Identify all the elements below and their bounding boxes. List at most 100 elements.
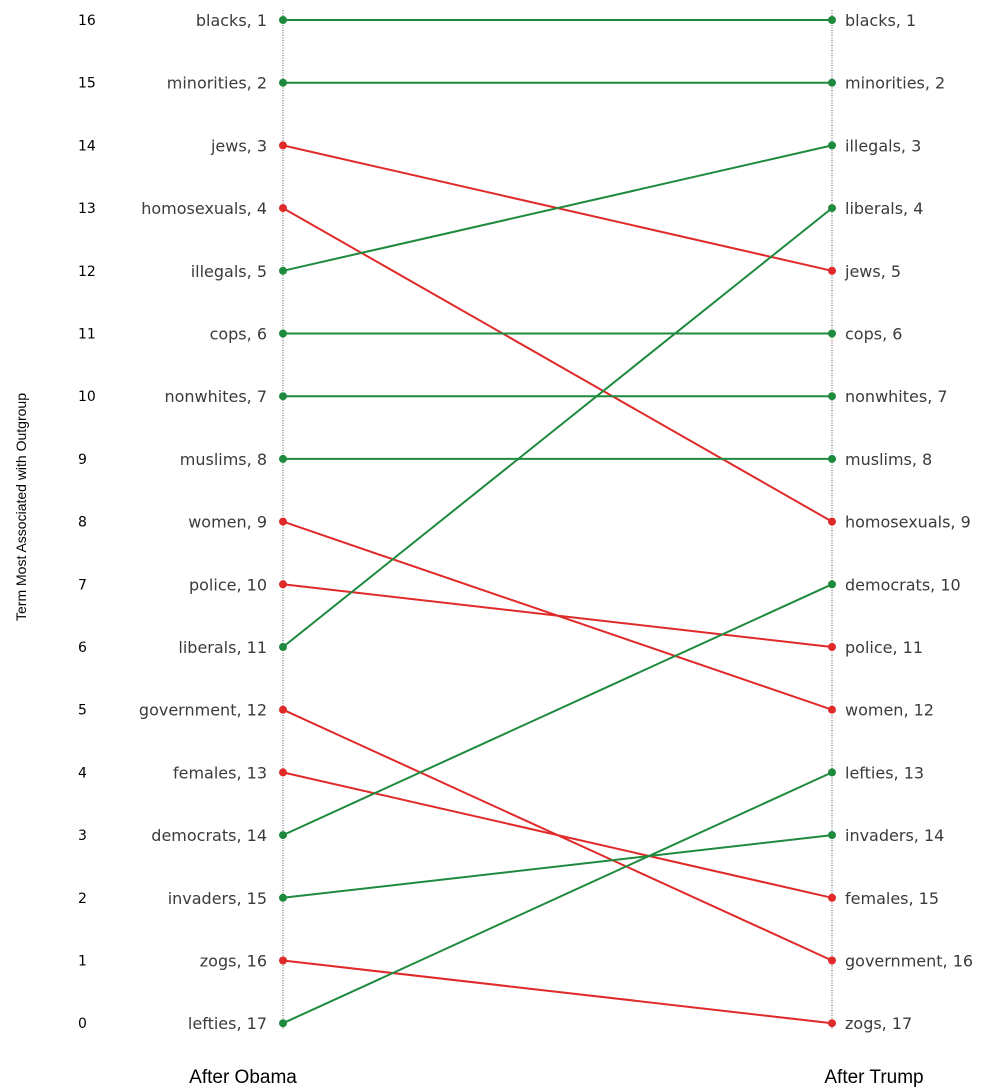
y-tick-label: 16 xyxy=(78,13,96,29)
slope-line-police xyxy=(282,583,833,648)
left-term-label: government, 12 xyxy=(139,701,267,720)
dot-left-muslims xyxy=(279,454,287,463)
y-tick-label: 13 xyxy=(78,201,96,217)
dot-left-zogs xyxy=(279,956,287,965)
y-tick-label: 1 xyxy=(78,954,87,970)
slope-line-lefties xyxy=(282,771,833,1025)
slope-line-invaders xyxy=(282,834,833,899)
dot-right-invaders xyxy=(828,831,836,840)
left-term-label: women, 9 xyxy=(188,513,267,532)
dot-left-nonwhites xyxy=(279,392,287,401)
dot-right-jews xyxy=(828,266,836,275)
dot-left-illegals xyxy=(279,266,287,275)
right-term-label: zogs, 17 xyxy=(845,1014,912,1033)
left-term-label: cops, 6 xyxy=(210,325,267,344)
left-term-label: jews, 3 xyxy=(210,136,267,155)
y-tick-label: 10 xyxy=(78,389,96,405)
y-tick-label: 14 xyxy=(78,138,96,154)
right-term-label: liberals, 4 xyxy=(845,199,923,218)
right-term-label: cops, 6 xyxy=(845,325,902,344)
y-tick-label: 9 xyxy=(78,452,87,468)
dot-right-muslims xyxy=(828,454,836,463)
y-tick-label: 15 xyxy=(78,76,96,92)
slope-lines xyxy=(282,19,833,1025)
dot-left-blacks xyxy=(279,16,287,24)
dot-left-lefties xyxy=(279,1019,287,1028)
left-term-label: blacks, 1 xyxy=(196,11,267,30)
right-term-label: government, 16 xyxy=(845,952,973,971)
left-term-label: minorities, 2 xyxy=(167,74,267,93)
y-tick-label: 2 xyxy=(78,891,87,907)
left-term-label: invaders, 15 xyxy=(168,889,267,908)
dot-left-invaders xyxy=(279,893,287,902)
y-tick-label: 5 xyxy=(78,703,87,719)
dot-right-illegals xyxy=(828,141,836,150)
dot-right-cops xyxy=(828,329,836,338)
right-term-label: democrats, 10 xyxy=(845,575,961,594)
left-term-label: liberals, 11 xyxy=(178,638,267,657)
dot-left-jews xyxy=(279,141,287,150)
dot-left-homosexuals xyxy=(279,204,287,213)
dot-left-women xyxy=(279,517,287,526)
right-term-label: minorities, 2 xyxy=(845,74,945,93)
right-term-label: muslims, 8 xyxy=(845,450,932,469)
y-tick-label: 0 xyxy=(78,1016,87,1032)
right-term-label: nonwhites, 7 xyxy=(845,387,948,406)
left-term-label: muslims, 8 xyxy=(180,450,267,469)
right-term-label: blacks, 1 xyxy=(845,11,916,30)
dot-left-females xyxy=(279,768,287,777)
right-term-label: females, 15 xyxy=(845,889,939,908)
right-term-label: lefties, 13 xyxy=(845,763,924,782)
left-term-label: lefties, 17 xyxy=(188,1014,267,1033)
dot-right-minorities xyxy=(828,78,836,87)
right-term-label: invaders, 14 xyxy=(845,826,944,845)
left-term-label: nonwhites, 7 xyxy=(164,387,267,406)
left-term-label: democrats, 14 xyxy=(151,826,267,845)
right-term-label: homosexuals, 9 xyxy=(845,513,971,532)
y-tick-label: 3 xyxy=(78,828,87,844)
y-axis-label: Term Most Associated with Outgroup xyxy=(13,393,29,621)
left-term-label: police, 10 xyxy=(189,575,267,594)
dot-left-government xyxy=(279,705,287,714)
dot-right-blacks xyxy=(828,16,836,24)
dot-right-homosexuals xyxy=(828,517,836,526)
y-tick-label: 4 xyxy=(78,765,87,781)
dot-left-democrats xyxy=(279,831,287,840)
slope-line-females xyxy=(282,771,833,899)
y-tick-label: 6 xyxy=(78,640,87,656)
left-term-label: females, 13 xyxy=(173,763,267,782)
slope-line-homosexuals xyxy=(282,207,833,523)
right-term-label: women, 12 xyxy=(845,701,934,720)
dot-right-females xyxy=(828,893,836,902)
dot-right-government xyxy=(828,956,836,965)
slope-line-illegals xyxy=(282,144,833,272)
dot-right-nonwhites xyxy=(828,392,836,401)
rank-dots xyxy=(279,16,836,1028)
x-category-right: After Trump xyxy=(824,1067,923,1088)
slope-line-democrats xyxy=(282,583,833,837)
dot-right-lefties xyxy=(828,768,836,777)
dot-right-zogs xyxy=(828,1019,836,1028)
dot-right-democrats xyxy=(828,580,836,589)
slope-line-liberals xyxy=(282,207,833,648)
dot-left-cops xyxy=(279,329,287,338)
right-term-label: police, 11 xyxy=(845,638,923,657)
dot-left-liberals xyxy=(279,643,287,651)
dot-left-minorities xyxy=(279,78,287,87)
slope-line-zogs xyxy=(282,959,833,1025)
y-tick-label: 8 xyxy=(78,515,87,531)
term-labels: blacks, 1 minorities, 2 jews, 3 homosexuals… xyxy=(139,11,973,1033)
left-term-label: illegals, 5 xyxy=(191,262,267,281)
right-term-label: jews, 5 xyxy=(844,262,901,281)
y-tick-label: 11 xyxy=(78,327,96,343)
dot-left-police xyxy=(279,580,287,589)
left-term-label: homosexuals, 4 xyxy=(141,199,267,218)
left-term-label: zogs, 16 xyxy=(200,952,267,971)
dot-right-women xyxy=(828,705,836,714)
right-term-label: illegals, 3 xyxy=(845,136,921,155)
x-category-left: After Obama xyxy=(189,1067,297,1088)
dot-right-liberals xyxy=(828,204,836,213)
dot-right-police xyxy=(828,643,836,651)
